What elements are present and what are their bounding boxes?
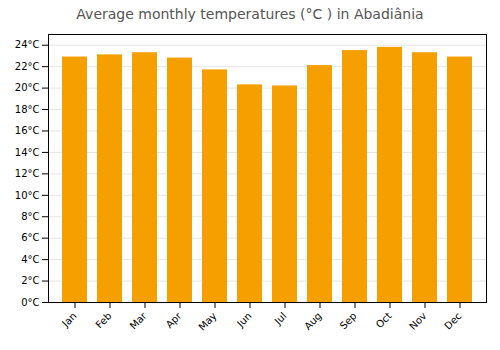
svg-text:Aug: Aug bbox=[302, 310, 324, 332]
svg-text:22°C: 22°C bbox=[15, 61, 40, 72]
svg-text:0°C: 0°C bbox=[21, 297, 39, 308]
svg-text:Mar: Mar bbox=[128, 310, 150, 332]
svg-text:16°C: 16°C bbox=[15, 125, 40, 136]
svg-text:8°C: 8°C bbox=[21, 211, 39, 222]
svg-text:10°C: 10°C bbox=[15, 190, 40, 201]
svg-text:14°C: 14°C bbox=[15, 147, 40, 158]
svg-text:Apr: Apr bbox=[164, 310, 185, 331]
svg-text:18°C: 18°C bbox=[15, 104, 40, 115]
html-text:Average monthly temperatures (: Average monthly temperatures (°C ) in Ab… bbox=[76, 6, 424, 22]
svg-text:Jun: Jun bbox=[234, 310, 254, 330]
svg-text:12°C: 12°C bbox=[15, 168, 40, 179]
svg-text:24°C: 24°C bbox=[15, 39, 40, 50]
svg-text:Nov: Nov bbox=[407, 310, 429, 332]
svg-text:4°C: 4°C bbox=[21, 254, 39, 265]
svg-text:Feb: Feb bbox=[93, 310, 113, 330]
svg-text:Dec: Dec bbox=[442, 310, 463, 331]
svg-text:2°C: 2°C bbox=[21, 275, 39, 286]
svg-text:May: May bbox=[196, 310, 218, 332]
svg-text:6°C: 6°C bbox=[21, 232, 39, 243]
svg-text:Jul: Jul bbox=[272, 310, 289, 327]
svg-text:20°C: 20°C bbox=[15, 82, 40, 93]
svg-text:Sep: Sep bbox=[338, 310, 359, 331]
svg-text:Jan: Jan bbox=[59, 310, 78, 329]
svg-text:Oct: Oct bbox=[374, 310, 394, 330]
